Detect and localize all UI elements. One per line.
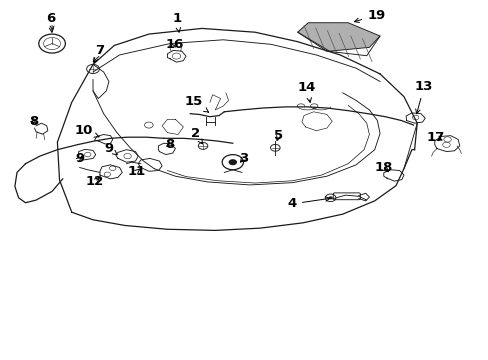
Text: 14: 14 — [297, 81, 316, 102]
Text: 8: 8 — [29, 115, 38, 128]
Text: 16: 16 — [165, 38, 183, 51]
Text: 7: 7 — [94, 44, 104, 63]
Text: 8: 8 — [165, 138, 174, 150]
Text: 11: 11 — [128, 165, 146, 178]
Text: 5: 5 — [274, 129, 283, 142]
Text: 6: 6 — [46, 13, 55, 32]
Circle shape — [328, 196, 332, 199]
Text: 12: 12 — [85, 175, 103, 188]
Text: 13: 13 — [414, 80, 432, 114]
Text: 9: 9 — [75, 152, 84, 165]
Text: 17: 17 — [426, 131, 444, 144]
Text: 19: 19 — [354, 9, 385, 23]
Text: 18: 18 — [374, 161, 392, 174]
Text: 3: 3 — [238, 152, 247, 165]
Text: 1: 1 — [172, 13, 181, 32]
Text: 4: 4 — [287, 197, 329, 210]
Polygon shape — [297, 23, 379, 51]
Text: 10: 10 — [75, 124, 99, 137]
Text: 9: 9 — [104, 142, 117, 155]
Circle shape — [228, 159, 237, 165]
Text: 15: 15 — [184, 95, 208, 112]
FancyBboxPatch shape — [333, 193, 360, 200]
Text: 2: 2 — [191, 127, 202, 144]
